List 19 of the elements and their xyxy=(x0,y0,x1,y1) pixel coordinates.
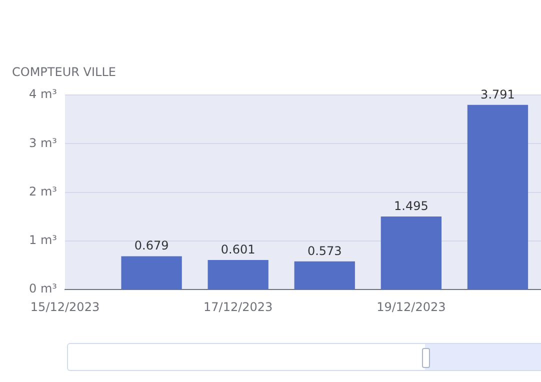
y-tick-label: 2 m³ xyxy=(29,184,58,198)
data-label: 3.791 xyxy=(480,87,515,102)
x-tick-label: 15/12/2023 xyxy=(30,300,100,314)
bar xyxy=(208,260,268,290)
data-label: 0.679 xyxy=(134,238,169,253)
y-tick-label: 4 m³ xyxy=(29,87,58,102)
y-tick-label: 3 m³ xyxy=(29,136,58,150)
data-label: 1.495 xyxy=(394,198,428,213)
bar xyxy=(294,261,355,290)
y-axis-title: COMPTEUR VILLE xyxy=(12,65,116,80)
x-tick-label: 17/12/2023 xyxy=(204,300,273,314)
bar xyxy=(467,104,528,290)
bar xyxy=(121,256,182,290)
data-label: 0.601 xyxy=(220,242,256,256)
bar xyxy=(380,216,442,290)
y-tick-label: 1 m³ xyxy=(29,233,58,248)
x-tick-label: 19/12/2023 xyxy=(376,300,446,314)
data-label: 0.573 xyxy=(307,244,342,258)
y-tick-label: 0 m³ xyxy=(29,282,58,296)
